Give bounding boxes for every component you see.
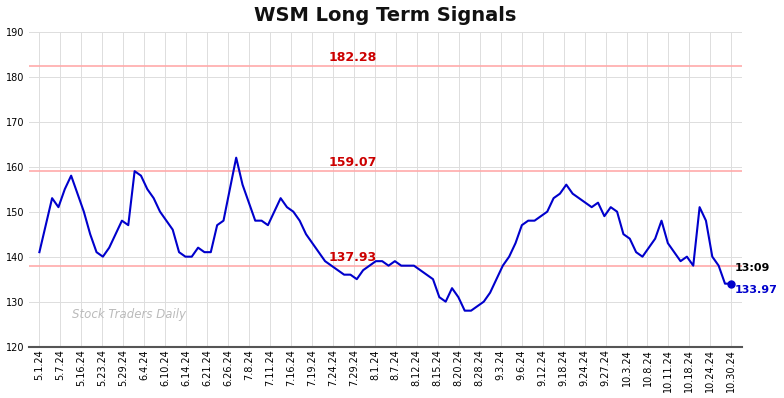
Text: 13:09: 13:09 [735,263,770,273]
Title: WSM Long Term Signals: WSM Long Term Signals [254,6,517,25]
Text: 159.07: 159.07 [328,156,377,169]
Text: 137.93: 137.93 [328,251,376,264]
Text: 133.97: 133.97 [735,285,778,295]
Text: Stock Traders Daily: Stock Traders Daily [71,308,186,322]
Text: 182.28: 182.28 [328,51,376,64]
